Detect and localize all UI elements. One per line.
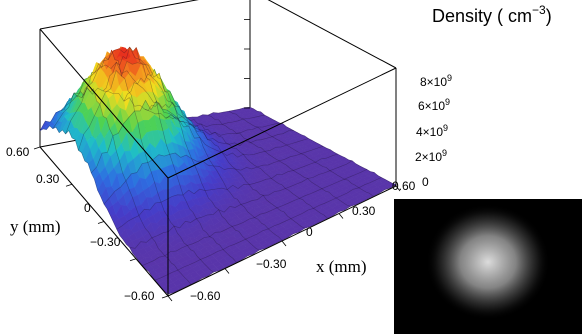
surface-mesh-line-y — [123, 68, 260, 251]
surface-mesh-line-x — [103, 146, 324, 205]
y-tick-mark-1 — [129, 258, 137, 262]
y-axis-title: y (mm) — [10, 217, 61, 236]
x-tick-label-neg0.60: −0.60 — [190, 289, 221, 303]
y-tick-label-neg0.60: −0.60 — [124, 289, 155, 303]
y-axis-tick-labels: 0.60 0.30 0 −0.30 −0.60 — [6, 145, 155, 303]
surface-mesh-line-y — [207, 114, 351, 207]
y-tick-mark-4 — [33, 146, 41, 150]
y-tick-label-0: 0 — [84, 201, 91, 215]
density-surface — [39, 46, 397, 295]
surface-mesh-line-x — [39, 87, 251, 131]
inset-atom-cloud — [426, 204, 550, 320]
surface-mesh-line-y — [249, 107, 397, 185]
surface-mesh-line-y — [228, 110, 374, 197]
surface-mesh-line-x — [65, 46, 280, 136]
surface-mesh-line-x — [78, 60, 294, 151]
box-edge-top-right — [267, 0, 397, 69]
surface-mesh-line-y — [186, 117, 328, 219]
surface-mesh-line-y — [60, 86, 192, 285]
surface-patch — [386, 183, 397, 189]
y-tick-mark-0 — [161, 295, 169, 299]
inset-camera-image — [394, 199, 582, 334]
box-edge-top-back — [39, 0, 199, 30]
x-tick-label-0: 0 — [306, 225, 313, 239]
y-tick-mark-3 — [65, 183, 73, 187]
box-edge-top-left — [39, 28, 169, 179]
box-edge-top-front — [167, 67, 397, 179]
x-tick-label-0.60: 0.60 — [392, 179, 416, 193]
x-tick-mark-3 — [338, 213, 344, 219]
z-axis-title: Density ( cm−3) — [432, 3, 552, 26]
surface-mesh-line-x — [116, 153, 338, 230]
z-tick-label-0: 0 — [422, 175, 429, 189]
surface-mesh-line-x — [155, 177, 382, 281]
surface-mesh-line-x — [167, 184, 397, 295]
surface-mesh-line-x — [129, 160, 353, 249]
surface-mesh-line-x — [52, 61, 265, 129]
surface-mesh-line-y — [144, 102, 283, 241]
x-tick-mark-2 — [281, 240, 287, 247]
z-axis-tick-labels: 0 2×109 4×109 6×109 8×109 — [415, 73, 452, 189]
surface-mesh-line-y — [165, 116, 305, 229]
z-tick-label-3: 6×109 — [418, 97, 450, 113]
y-tick-mark-2 — [97, 221, 105, 224]
y-tick-label-neg0.30: −0.30 — [90, 235, 121, 249]
surface-mesh-line-x — [142, 169, 367, 266]
z-tick-label-1: 2×109 — [415, 148, 447, 164]
x-tick-label-0.30: 0.30 — [352, 204, 376, 218]
z-tick-label-2: 4×109 — [416, 123, 448, 139]
z-tick-label-4: 8×109 — [420, 73, 452, 89]
surface-mesh-line-x — [90, 99, 309, 174]
surface-mesh-line-y — [102, 46, 237, 263]
x-tick-label-neg0.30: −0.30 — [256, 257, 287, 271]
surface-mesh-line-y — [39, 125, 169, 295]
y-tick-label-0.30: 0.30 — [36, 172, 60, 186]
x-axis-tick-labels: −0.60 −0.30 0 0.30 0.60 — [190, 179, 416, 303]
x-tick-mark-4 — [395, 185, 401, 192]
tick-marks — [33, 19, 401, 302]
x-axis-title: x (mm) — [316, 257, 367, 276]
surface-mesh-line-y — [81, 49, 214, 273]
x-tick-mark-0 — [167, 295, 173, 302]
y-tick-label-0.60: 0.60 — [6, 145, 30, 159]
x-tick-mark-1 — [224, 268, 230, 274]
